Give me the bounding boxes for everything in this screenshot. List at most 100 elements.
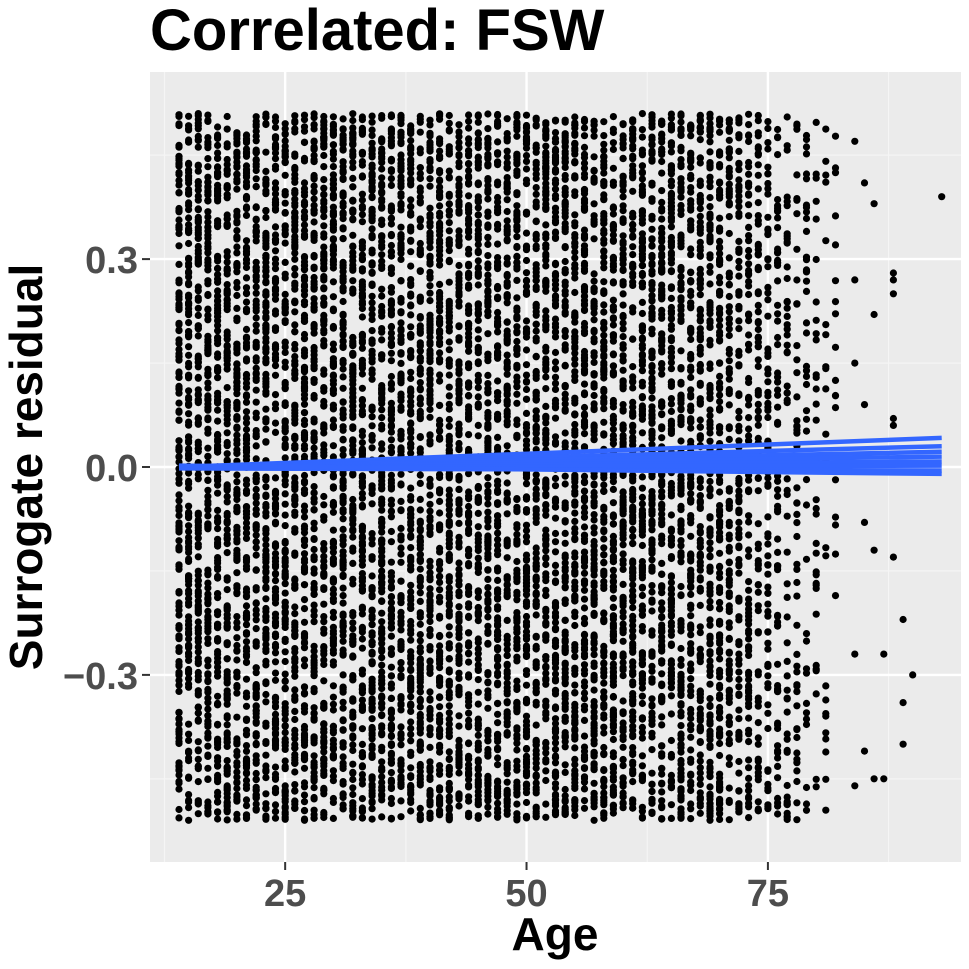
data-point — [329, 814, 337, 823]
data-point — [474, 421, 482, 429]
data-point — [223, 721, 231, 729]
data-point — [291, 433, 299, 441]
data-point — [310, 299, 318, 308]
data-point — [455, 630, 463, 638]
data-point — [465, 793, 473, 801]
data-point — [368, 422, 376, 430]
data-point — [320, 329, 328, 337]
data-point — [214, 149, 222, 157]
data-point — [368, 327, 376, 335]
data-point — [407, 630, 415, 638]
data-point — [387, 175, 395, 183]
data-point — [436, 202, 444, 210]
data-point — [445, 200, 453, 208]
data-point — [223, 519, 231, 527]
data-point — [233, 178, 241, 186]
data-point — [233, 489, 241, 497]
data-point — [436, 110, 444, 118]
data-point — [271, 123, 280, 131]
data-point — [349, 174, 357, 182]
data-point — [194, 143, 202, 151]
data-point — [407, 165, 415, 173]
data-point — [474, 281, 482, 289]
data-point — [455, 793, 463, 801]
data-point — [436, 703, 444, 711]
data-point — [445, 584, 453, 592]
data-point — [262, 438, 270, 446]
data-point — [474, 666, 482, 675]
data-point — [378, 264, 386, 272]
data-point — [310, 229, 318, 237]
data-point — [407, 737, 415, 745]
data-point — [397, 241, 405, 249]
data-point — [329, 224, 337, 232]
data-point — [339, 202, 347, 210]
data-point — [436, 797, 444, 805]
data-point — [320, 233, 328, 241]
data-point — [407, 276, 415, 284]
data-point — [320, 402, 328, 410]
data-point — [204, 379, 212, 387]
data-point — [175, 416, 183, 424]
data-point — [204, 208, 212, 216]
data-point — [484, 597, 492, 606]
data-point — [416, 557, 424, 566]
data-point — [397, 700, 405, 709]
data-point — [242, 425, 251, 434]
data-point — [310, 806, 318, 814]
data-point — [271, 324, 280, 332]
data-point — [378, 399, 386, 407]
data-point — [175, 319, 183, 327]
data-point — [281, 428, 289, 436]
data-point — [233, 634, 241, 642]
data-point — [368, 658, 376, 666]
data-point — [358, 439, 366, 447]
data-point — [262, 148, 270, 156]
data-point — [300, 689, 309, 697]
data-point — [233, 284, 241, 292]
data-point — [397, 223, 405, 231]
data-point — [194, 125, 202, 133]
data-point — [436, 140, 444, 148]
data-point — [320, 129, 328, 137]
data-point — [407, 621, 415, 630]
data-point — [185, 557, 193, 566]
data-point — [416, 597, 424, 606]
data-point — [445, 556, 453, 565]
data-point — [349, 231, 357, 239]
data-point — [262, 243, 270, 252]
data-point — [194, 518, 202, 527]
data-point — [300, 233, 309, 241]
data-point — [465, 269, 473, 277]
data-point — [407, 398, 415, 406]
data-point — [281, 704, 289, 712]
data-point — [242, 284, 251, 292]
data-point — [474, 230, 482, 238]
data-point — [223, 160, 231, 169]
data-point — [300, 378, 309, 386]
data-point — [397, 235, 405, 243]
data-point — [185, 621, 193, 629]
data-point — [436, 231, 444, 239]
data-point — [252, 522, 260, 530]
data-point — [465, 124, 473, 132]
data-point — [194, 196, 202, 204]
data-point — [426, 801, 434, 809]
data-point — [281, 199, 289, 207]
data-point — [358, 494, 366, 502]
data-point — [223, 493, 231, 501]
data-point — [358, 251, 366, 259]
data-point — [204, 662, 212, 670]
data-point — [185, 575, 193, 583]
data-point — [349, 652, 357, 660]
data-point — [465, 650, 473, 658]
data-point — [378, 758, 386, 766]
data-point — [291, 584, 299, 592]
data-point — [474, 745, 482, 753]
data-point — [204, 678, 212, 686]
data-point — [223, 700, 231, 708]
data-point — [445, 602, 453, 610]
data-point — [233, 278, 241, 287]
data-point — [397, 130, 405, 138]
data-point — [445, 150, 453, 158]
